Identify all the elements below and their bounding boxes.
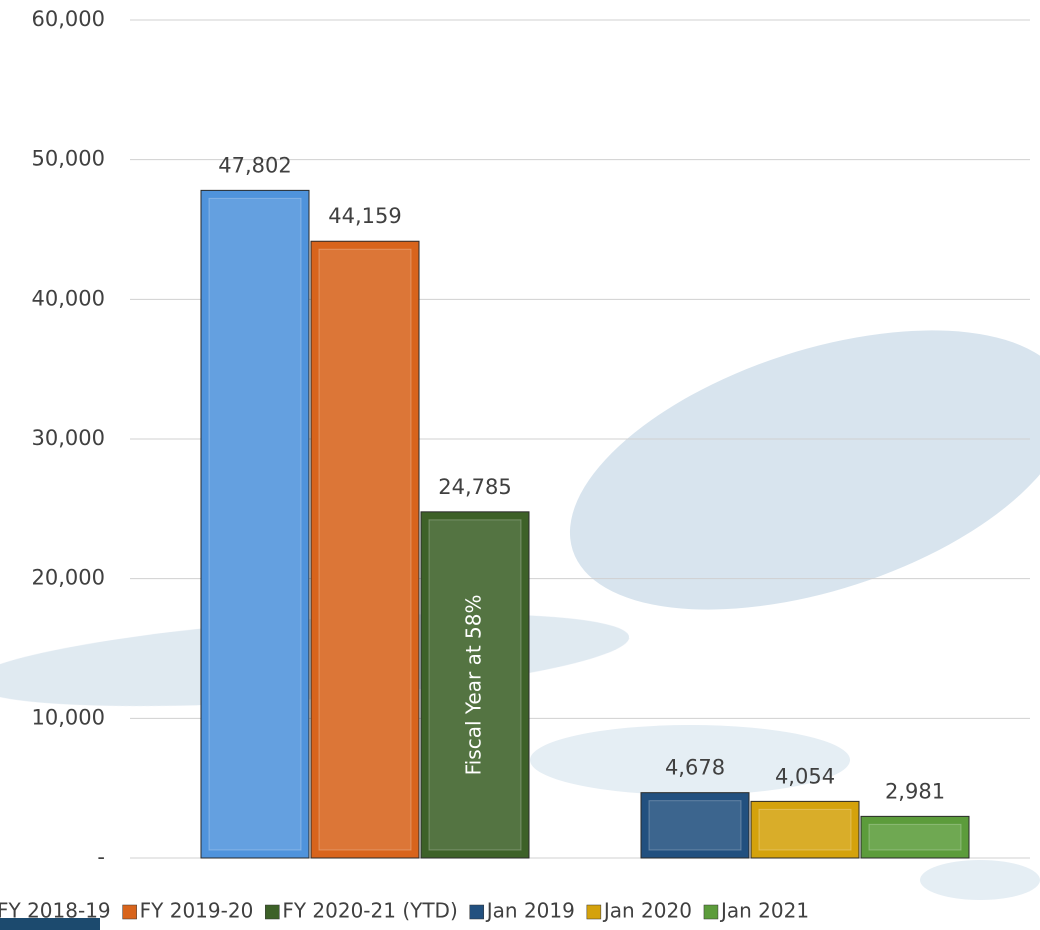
bar-bevel xyxy=(758,808,852,851)
y-tick-label: 10,000 xyxy=(32,705,105,729)
bar xyxy=(750,800,860,859)
bar-bevel xyxy=(428,519,522,851)
legend-label: Jan 2020 xyxy=(602,899,692,923)
legend-label: FY 2019-20 xyxy=(140,899,254,923)
bar-bevel xyxy=(648,800,742,851)
legend-swatch xyxy=(703,904,719,920)
bar-bevel xyxy=(208,197,302,851)
bar xyxy=(310,240,420,859)
bar xyxy=(200,189,310,859)
value-label: 4,054 xyxy=(775,764,835,788)
y-tick-label: 60,000 xyxy=(32,7,105,31)
annotation: Fiscal Year at 58% xyxy=(462,595,486,776)
value-label: 2,981 xyxy=(885,779,945,803)
y-tick-label: 50,000 xyxy=(32,147,105,171)
legend-label: FY 2018-19 xyxy=(0,899,111,923)
legend-label: FY 2020-21 (YTD) xyxy=(282,899,457,923)
y-tick-label: - xyxy=(97,845,105,869)
legend-swatch xyxy=(265,904,280,920)
value-label: 44,159 xyxy=(328,204,401,228)
bar xyxy=(860,815,970,859)
y-tick-label: 20,000 xyxy=(32,566,105,590)
value-label: 24,785 xyxy=(438,475,511,499)
corner-band xyxy=(0,918,100,930)
legend-label: Jan 2019 xyxy=(485,899,575,923)
y-tick-label: 40,000 xyxy=(32,286,105,310)
bar-bevel xyxy=(868,823,962,851)
legend-swatch xyxy=(586,904,602,920)
value-label: 4,678 xyxy=(665,756,725,780)
legend-swatch xyxy=(122,904,137,920)
bar xyxy=(420,511,530,859)
value-label: 47,802 xyxy=(218,153,291,177)
legend-label: Jan 2021 xyxy=(719,899,809,923)
bar xyxy=(640,792,750,859)
bar-bevel xyxy=(318,248,412,851)
legend-swatch xyxy=(469,904,485,920)
y-tick-label: 30,000 xyxy=(32,426,105,450)
